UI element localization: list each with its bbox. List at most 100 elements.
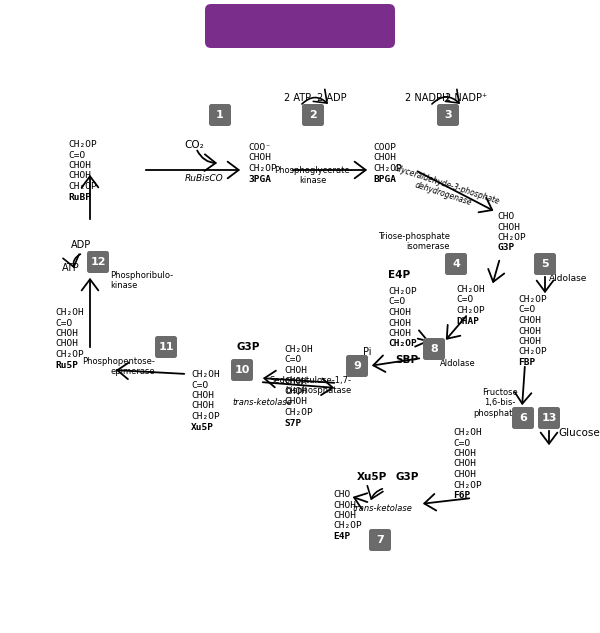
Text: CHOH: CHOH (284, 366, 307, 375)
FancyBboxPatch shape (231, 359, 253, 381)
Text: RuBisCO: RuBisCO (185, 174, 223, 183)
Text: COO⁻: COO⁻ (248, 143, 271, 152)
Text: CHOH: CHOH (55, 339, 78, 349)
Text: C=O: C=O (456, 296, 473, 304)
Text: CH₂OH: CH₂OH (453, 428, 482, 437)
Text: DHAP: DHAP (456, 316, 479, 325)
FancyBboxPatch shape (205, 4, 395, 48)
Text: FBP: FBP (518, 358, 535, 367)
Text: CH₂OH: CH₂OH (55, 308, 84, 317)
Text: ADP: ADP (71, 240, 91, 250)
Text: 8: 8 (430, 344, 438, 354)
Text: CH₂OH: CH₂OH (284, 345, 313, 354)
Text: CHO: CHO (333, 490, 350, 499)
Text: E4P: E4P (388, 270, 410, 280)
Text: 10: 10 (235, 365, 250, 375)
Text: 12: 12 (90, 257, 106, 267)
Text: CH₂OP: CH₂OP (333, 522, 362, 530)
Text: CHOH: CHOH (388, 329, 411, 338)
Text: trans-ketolase: trans-ketolase (232, 398, 292, 407)
Text: G3P: G3P (236, 342, 260, 352)
Text: C=O: C=O (453, 439, 470, 448)
Text: G3P: G3P (497, 244, 514, 253)
Text: 2: 2 (309, 110, 317, 120)
Text: 2 ATP: 2 ATP (284, 93, 311, 103)
Text: CHOH: CHOH (191, 401, 214, 410)
Text: CHOH: CHOH (333, 511, 356, 520)
Text: SBP: SBP (395, 355, 418, 365)
FancyBboxPatch shape (534, 253, 556, 275)
FancyBboxPatch shape (369, 529, 391, 551)
Text: CH₂OP: CH₂OP (388, 287, 417, 296)
Text: CHOH: CHOH (453, 470, 476, 479)
Text: 2 NADP⁺: 2 NADP⁺ (445, 93, 487, 103)
Text: CHOH: CHOH (497, 223, 520, 232)
Text: CHOH: CHOH (518, 327, 541, 335)
Text: Triose-phosphate
isomerase: Triose-phosphate isomerase (378, 232, 450, 251)
FancyBboxPatch shape (209, 104, 231, 126)
Text: CH₂OP: CH₂OP (453, 480, 482, 489)
Text: 4: 4 (452, 259, 460, 269)
Text: Sedoheptulose-1,7-
bisphosphatase: Sedoheptulose-1,7- bisphosphatase (269, 376, 351, 396)
Text: Xu5P: Xu5P (191, 422, 214, 432)
Text: CH₂OP: CH₂OP (248, 164, 277, 173)
Text: BPGA: BPGA (373, 175, 396, 184)
FancyBboxPatch shape (445, 253, 467, 275)
Text: CH₂OH: CH₂OH (191, 370, 220, 379)
Text: Aldolase: Aldolase (549, 274, 587, 283)
Text: 9: 9 (353, 361, 361, 371)
Text: CHOH: CHOH (284, 398, 307, 406)
Text: Phosphoglycerate-
kinase: Phosphoglycerate- kinase (274, 166, 352, 185)
Text: C=O: C=O (68, 151, 85, 160)
Text: 7: 7 (376, 535, 384, 545)
Text: 1: 1 (216, 110, 224, 120)
Text: Pi: Pi (363, 347, 371, 357)
Text: CHOH: CHOH (453, 460, 476, 468)
Text: Ru5P: Ru5P (55, 361, 78, 370)
Text: C=O: C=O (55, 318, 72, 327)
Text: CHOH: CHOH (191, 391, 214, 400)
Text: C=O: C=O (191, 380, 208, 389)
Text: C=O: C=O (518, 306, 535, 315)
Text: Xu5P: Xu5P (357, 472, 387, 482)
Text: Phosphoribulo-
kinase: Phosphoribulo- kinase (110, 271, 173, 291)
Text: G3P: G3P (395, 472, 419, 482)
Text: 11: 11 (158, 342, 174, 352)
Text: 5: 5 (541, 259, 549, 269)
Text: 3PGA: 3PGA (248, 175, 271, 184)
Text: F6P: F6P (453, 491, 470, 500)
Text: Glyceraldehyde-3-phosphate
dehydrogenase: Glyceraldehyde-3-phosphate dehydrogenase (389, 163, 501, 216)
Text: CH₂OP: CH₂OP (456, 306, 485, 315)
FancyBboxPatch shape (87, 251, 109, 273)
Text: CH₂OP: CH₂OP (55, 350, 84, 359)
Text: CHOH: CHOH (68, 161, 91, 170)
Text: CH₂OP: CH₂OP (518, 295, 547, 304)
FancyBboxPatch shape (302, 104, 324, 126)
Text: CH₂OP: CH₂OP (497, 233, 526, 242)
Text: 3: 3 (444, 110, 452, 120)
Text: C=O: C=O (388, 298, 405, 306)
Text: CH₂OP: CH₂OP (68, 140, 97, 149)
Text: CH₂OH: CH₂OH (456, 285, 485, 294)
Text: CH₂OP: CH₂OP (68, 182, 97, 191)
Text: CHOH: CHOH (333, 501, 356, 510)
Text: CHOH: CHOH (55, 329, 78, 338)
FancyBboxPatch shape (538, 407, 560, 429)
FancyBboxPatch shape (155, 336, 177, 358)
Text: C=O: C=O (284, 356, 301, 365)
Text: ATP: ATP (62, 263, 80, 273)
Text: COOP: COOP (373, 143, 396, 152)
FancyBboxPatch shape (512, 407, 534, 429)
Text: CHOH: CHOH (518, 337, 541, 346)
Text: trans-ketolase: trans-ketolase (352, 504, 412, 513)
Text: CHOH: CHOH (518, 316, 541, 325)
Text: CH₂OP: CH₂OP (191, 412, 220, 421)
FancyBboxPatch shape (437, 104, 459, 126)
Text: CHOH: CHOH (284, 387, 307, 396)
Text: 6: 6 (519, 413, 527, 423)
Text: CO₂: CO₂ (184, 140, 204, 150)
Text: Fructose
1,6-bis-
phosphatase: Fructose 1,6-bis- phosphatase (473, 388, 527, 418)
Text: CH₂OP: CH₂OP (518, 348, 547, 356)
Text: CH₂OP: CH₂OP (388, 339, 417, 349)
Text: Calvin cycle: Calvin cycle (235, 16, 365, 35)
